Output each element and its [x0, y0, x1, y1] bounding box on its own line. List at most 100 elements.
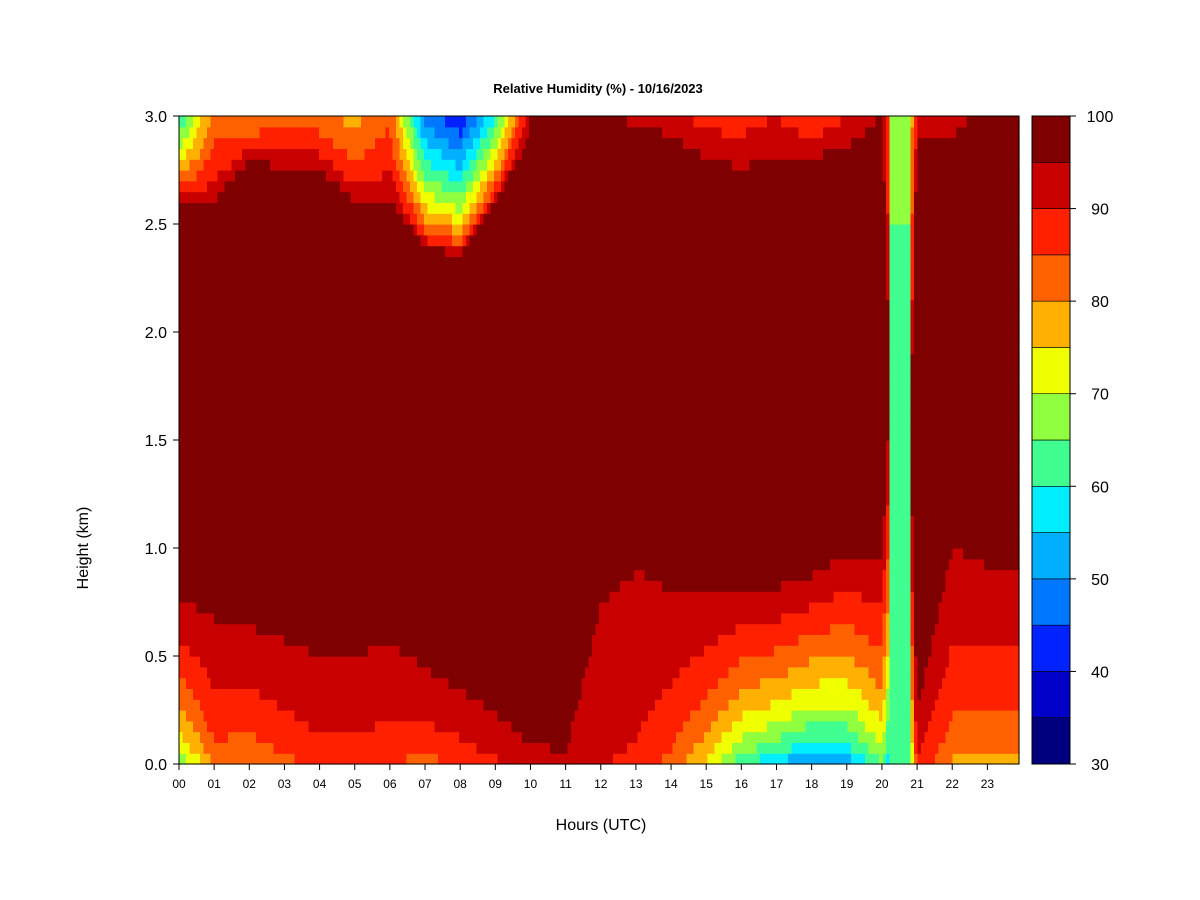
- heatmap-cell: [186, 429, 191, 441]
- heatmap-cell: [315, 299, 320, 311]
- heatmap-cell: [389, 548, 394, 560]
- heatmap-cell: [245, 537, 250, 549]
- heatmap-cell: [347, 429, 352, 441]
- heatmap-cell: [249, 645, 254, 657]
- heatmap-cell: [305, 299, 310, 311]
- heatmap-cell: [266, 623, 271, 635]
- heatmap-cell: [375, 504, 380, 517]
- heatmap-cell: [368, 180, 373, 193]
- heatmap-cell: [298, 580, 303, 592]
- heatmap-cell: [455, 386, 460, 398]
- heatmap-cell: [312, 602, 317, 614]
- heatmap-cell: [270, 710, 275, 722]
- heatmap-cell: [231, 710, 236, 722]
- heatmap-cell: [364, 742, 369, 754]
- heatmap-cell: [298, 137, 303, 149]
- heatmap-cell: [459, 116, 464, 128]
- heatmap-cell: [235, 645, 240, 657]
- heatmap-cell: [326, 116, 331, 128]
- heatmap-cell: [343, 321, 348, 333]
- heatmap-cell: [413, 634, 418, 646]
- heatmap-cell: [392, 742, 397, 754]
- heatmap-cell: [441, 170, 446, 182]
- heatmap-cell: [291, 224, 296, 236]
- heatmap-cell: [182, 602, 187, 614]
- heatmap-cell: [322, 245, 327, 257]
- heatmap-cell: [452, 180, 457, 193]
- heatmap-cell: [462, 299, 467, 311]
- heatmap-cell: [357, 699, 362, 711]
- heatmap-cell: [347, 461, 352, 473]
- heatmap-cell: [434, 137, 439, 149]
- heatmap-cell: [420, 342, 425, 355]
- heatmap-cell: [287, 461, 292, 473]
- heatmap-cell: [319, 515, 324, 527]
- heatmap-cell: [466, 450, 471, 463]
- heatmap-cell: [434, 332, 439, 344]
- heatmap-cell: [294, 386, 299, 398]
- heatmap-cell: [179, 656, 184, 668]
- heatmap-cell: [259, 494, 264, 506]
- heatmap-cell: [462, 342, 467, 355]
- heatmap-cell: [431, 440, 436, 452]
- heatmap-cell: [287, 332, 292, 344]
- heatmap-cell: [396, 580, 401, 592]
- heatmap-cell: [336, 159, 341, 171]
- heatmap-cell: [266, 245, 271, 257]
- heatmap-cell: [231, 440, 236, 452]
- heatmap-cell: [245, 602, 250, 614]
- heatmap-cell: [378, 753, 383, 765]
- heatmap-cell: [389, 602, 394, 614]
- heatmap-cell: [242, 645, 247, 657]
- heatmap-cell: [322, 526, 327, 538]
- heatmap-cell: [431, 429, 436, 441]
- heatmap-cell: [207, 418, 212, 430]
- heatmap-cell: [364, 137, 369, 149]
- heatmap-cell: [189, 526, 194, 538]
- heatmap-cell: [399, 170, 404, 182]
- heatmap-cell: [364, 710, 369, 722]
- heatmap-cell: [238, 472, 243, 484]
- heatmap-cell: [322, 656, 327, 668]
- heatmap-cell: [256, 288, 261, 301]
- heatmap-cell: [238, 278, 243, 290]
- heatmap-cell: [179, 753, 184, 765]
- heatmap-cell: [221, 321, 226, 333]
- heatmap-cell: [207, 688, 212, 700]
- heatmap-cell: [193, 731, 198, 743]
- heatmap-cell: [434, 364, 439, 376]
- heatmap-cell: [186, 699, 191, 711]
- heatmap-cell: [389, 634, 394, 646]
- heatmap-cell: [403, 364, 408, 376]
- heatmap-cell: [406, 699, 411, 711]
- heatmap-cell: [438, 580, 443, 592]
- heatmap-cell: [340, 731, 345, 743]
- heatmap-cell: [364, 515, 369, 527]
- heatmap-cell: [452, 677, 457, 689]
- heatmap-cell: [392, 699, 397, 711]
- heatmap-cell: [280, 526, 285, 538]
- heatmap-cell: [340, 656, 345, 668]
- heatmap-cell: [361, 299, 366, 311]
- heatmap-cell: [382, 310, 387, 322]
- heatmap-cell: [228, 170, 233, 182]
- heatmap-cell: [270, 677, 275, 689]
- heatmap-cell: [326, 429, 331, 441]
- heatmap-cell: [280, 569, 285, 581]
- heatmap-cell: [434, 634, 439, 646]
- heatmap-cell: [189, 202, 194, 214]
- heatmap-cell: [238, 299, 243, 311]
- heatmap-cell: [420, 288, 425, 301]
- heatmap-cell: [403, 569, 408, 581]
- heatmap-cell: [207, 256, 212, 268]
- heatmap-cell: [200, 753, 205, 765]
- heatmap-cell: [462, 656, 467, 668]
- heatmap-cell: [231, 548, 236, 560]
- heatmap-cell: [186, 418, 191, 430]
- heatmap-cell: [189, 353, 194, 365]
- heatmap-cell: [193, 699, 198, 711]
- heatmap-cell: [207, 645, 212, 657]
- heatmap-cell: [392, 321, 397, 333]
- heatmap-cell: [273, 170, 278, 182]
- heatmap-cell: [434, 126, 439, 139]
